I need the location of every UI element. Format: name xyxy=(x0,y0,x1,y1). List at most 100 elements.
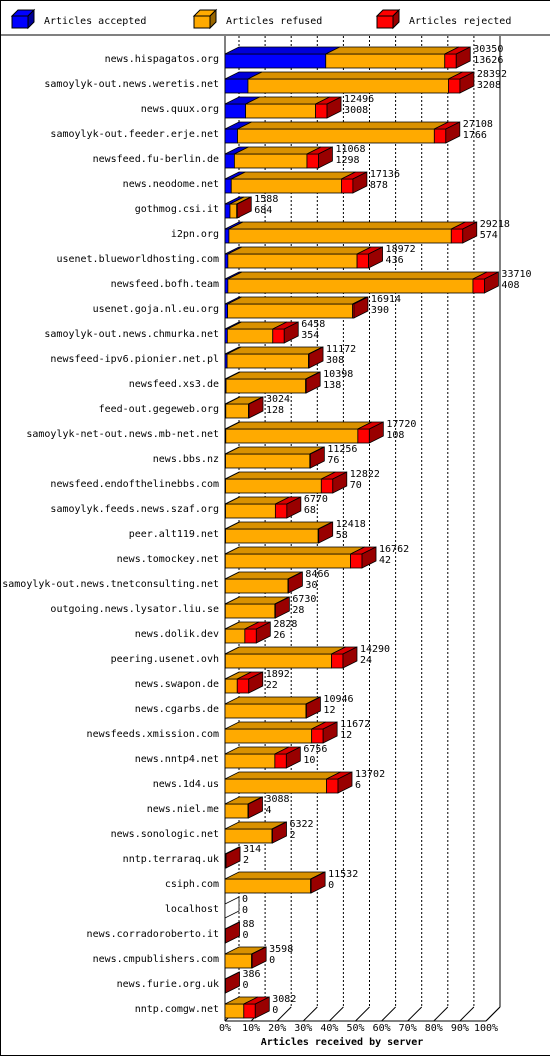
category-label: news.cgarbs.de xyxy=(135,704,219,715)
bar-segment xyxy=(225,579,288,593)
value-offered: 28392 xyxy=(477,69,507,80)
bar-segment xyxy=(237,679,248,693)
bar-segment xyxy=(225,79,248,93)
value-offered: 1892 xyxy=(266,669,290,680)
bar-segment xyxy=(225,254,228,268)
value-accepted: 12 xyxy=(323,705,335,716)
grid-floor-line xyxy=(460,1007,474,1021)
category-label: news.hispagatos.org xyxy=(105,54,219,65)
category-label: news.quux.org xyxy=(141,104,219,115)
bar-segment xyxy=(312,729,323,743)
value-accepted: 3208 xyxy=(477,80,501,91)
x-tick-label: 100% xyxy=(474,1023,498,1034)
bar-segment xyxy=(226,454,310,468)
legend-swatch xyxy=(12,16,28,28)
bar-segment-top xyxy=(225,547,364,554)
value-offered: 0 xyxy=(242,894,248,905)
bar-segment xyxy=(358,429,369,443)
value-offered: 3082 xyxy=(272,994,296,1005)
category-label: samoylyk-out.news.tnetconsulting.net xyxy=(2,579,219,590)
bar-segment xyxy=(225,179,231,193)
category-label: csiph.com xyxy=(165,879,219,890)
value-accepted: 0 xyxy=(328,880,334,891)
bar-segment xyxy=(316,104,327,118)
category-label: newsfeed.bofh.team xyxy=(111,279,219,290)
bar-segment xyxy=(244,1004,255,1018)
value-offered: 17136 xyxy=(370,169,400,180)
grid-floor-line xyxy=(356,1007,370,1021)
bar-segment xyxy=(226,529,319,543)
bar-segment-top xyxy=(231,172,355,179)
value-offered: 10398 xyxy=(323,369,353,380)
bar-segment-top xyxy=(238,122,449,129)
bar-segment xyxy=(327,779,338,793)
value-offered: 11256 xyxy=(327,444,357,455)
value-accepted: 108 xyxy=(386,430,404,441)
bar-segment xyxy=(225,129,238,143)
bar-segment-side xyxy=(226,847,240,868)
value-offered: 12822 xyxy=(350,469,380,480)
bar-segment xyxy=(228,279,473,293)
category-label: news.corradoroberto.it xyxy=(87,929,219,940)
bar-segment xyxy=(273,329,284,343)
bar-segment xyxy=(238,129,435,143)
value-offered: 6458 xyxy=(301,319,325,330)
bar-segment xyxy=(226,504,276,518)
value-offered: 1588 xyxy=(254,194,278,205)
value-offered: 88 xyxy=(243,919,255,930)
bar-segment xyxy=(341,179,352,193)
bar-segment xyxy=(228,304,353,318)
value-accepted: 30 xyxy=(305,580,317,591)
value-offered: 6730 xyxy=(292,594,316,605)
value-offered: 12418 xyxy=(336,519,366,530)
value-accepted: 0 xyxy=(243,980,249,991)
value-accepted: 42 xyxy=(379,555,391,566)
category-label: news.1d4.us xyxy=(153,779,219,790)
value-accepted: 26 xyxy=(273,630,285,641)
category-label: samoylyk-out.feeder.erje.net xyxy=(50,129,219,140)
bar-segment-side xyxy=(226,922,240,943)
category-label: peering.usenet.ovh xyxy=(111,654,219,665)
bar-segment-top xyxy=(326,47,459,54)
value-accepted: 58 xyxy=(336,530,348,541)
x-tick-label: 0% xyxy=(219,1023,231,1034)
category-label: feed-out.gegeweb.org xyxy=(99,404,219,415)
x-tick-label: 90% xyxy=(451,1023,469,1034)
grid-floor-line xyxy=(382,1007,396,1021)
bar-segment-top xyxy=(228,247,371,254)
grid-floor-line xyxy=(329,1007,343,1021)
bar-segment-top xyxy=(248,72,462,79)
x-tick-label: 40% xyxy=(320,1023,338,1034)
bar-segment xyxy=(226,479,322,493)
value-offered: 16914 xyxy=(371,294,401,305)
x-tick-label: 30% xyxy=(294,1023,312,1034)
value-offered: 3024 xyxy=(266,394,290,405)
value-accepted: 28 xyxy=(292,605,304,616)
bar-segment xyxy=(321,479,332,493)
bar-segment xyxy=(245,629,256,643)
value-offered: 3598 xyxy=(269,944,293,955)
legend-swatch xyxy=(377,16,393,28)
value-offered: 6770 xyxy=(304,494,328,505)
value-accepted: 408 xyxy=(501,280,519,291)
value-offered: 6756 xyxy=(303,744,327,755)
bar-segment-top xyxy=(228,297,367,304)
bar-segment xyxy=(225,779,327,793)
value-offered: 314 xyxy=(243,844,261,855)
bar-segment xyxy=(473,279,484,293)
category-label: newsfeed-ipv6.pionier.net.pl xyxy=(50,354,219,365)
bar-segment xyxy=(225,654,331,668)
category-label: nntp.comgw.net xyxy=(135,1004,219,1015)
bar-segment xyxy=(225,829,272,843)
value-offered: 33710 xyxy=(501,269,531,280)
legend-label: Articles accepted xyxy=(44,16,146,27)
bar-segment xyxy=(307,154,318,168)
bar-segment xyxy=(246,104,316,118)
value-accepted: 2 xyxy=(290,830,296,841)
value-accepted: 24 xyxy=(360,655,372,666)
value-accepted: 68 xyxy=(304,505,316,516)
category-label: nntp.terraraq.uk xyxy=(123,854,219,865)
bar-segment xyxy=(225,54,326,68)
bar-segment-top xyxy=(229,222,465,229)
value-accepted: 684 xyxy=(254,205,272,216)
